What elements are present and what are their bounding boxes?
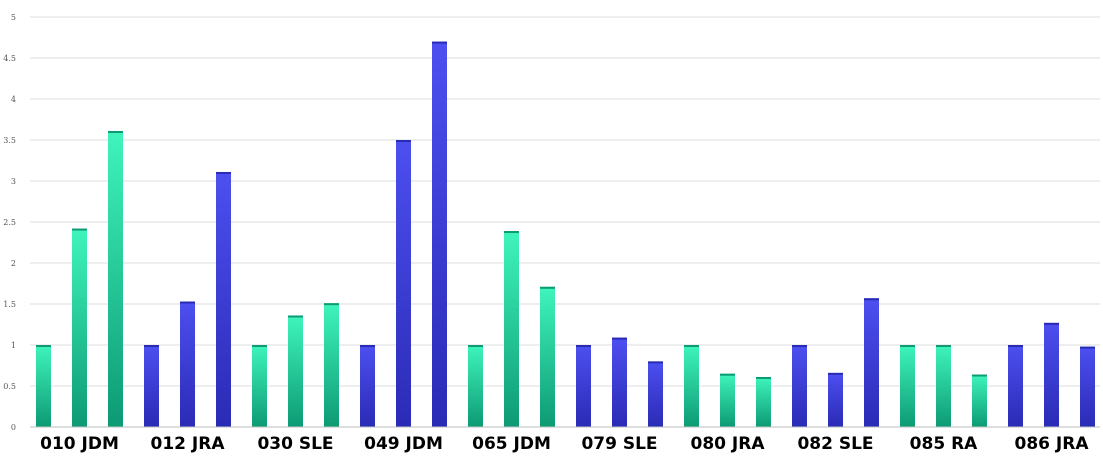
bar — [288, 315, 303, 427]
bar — [864, 298, 879, 427]
bar-cap — [504, 231, 519, 234]
bar — [792, 345, 807, 427]
bar — [324, 303, 339, 427]
x-tick-label: 012 JRA — [151, 434, 226, 454]
bar — [252, 345, 267, 427]
bar-cap — [144, 345, 159, 347]
bar-cap — [936, 345, 951, 347]
bar-cap — [72, 228, 87, 231]
bar-cap — [972, 374, 987, 377]
bar-cap — [540, 286, 555, 289]
bar-cap — [36, 345, 51, 347]
bar — [900, 345, 915, 427]
bar — [648, 361, 663, 427]
y-tick-label: 2.5 — [3, 218, 16, 227]
x-tick-label: 010 JDM — [40, 434, 119, 454]
bar — [144, 345, 159, 427]
bar-cap — [324, 303, 339, 306]
bar — [468, 345, 483, 427]
x-tick-label: 085 RA — [910, 434, 978, 454]
bar-cap — [612, 337, 627, 340]
bar — [576, 345, 591, 427]
bar — [936, 345, 951, 427]
bar-cap — [216, 171, 231, 174]
y-tick-label: 1 — [11, 341, 16, 350]
bar — [1044, 322, 1059, 427]
y-tick-label: 3 — [11, 177, 16, 186]
bar-cap — [396, 140, 411, 142]
bar — [108, 130, 123, 428]
y-tick-label: 0 — [11, 423, 16, 432]
x-tick-label: 079 SLE — [581, 434, 657, 454]
bar-cap — [792, 345, 807, 347]
x-tick-label: 065 JDM — [472, 434, 551, 454]
bar — [72, 228, 87, 427]
y-tick-label: 4.5 — [3, 54, 16, 63]
bar — [360, 345, 375, 427]
y-tick-label: 3.5 — [3, 136, 16, 145]
y-tick-label: 0.5 — [3, 382, 16, 391]
bar-cap — [1080, 346, 1095, 349]
bar — [36, 345, 51, 427]
bar-cap — [684, 345, 699, 347]
bar-cap — [432, 41, 447, 44]
bar-cap — [108, 130, 123, 133]
bar-cap — [756, 376, 771, 379]
bar — [1008, 345, 1023, 427]
x-axis-ticks: 010 JDM 012 JRA 030 SLE 049 JDM 065 JDM 079 S… — [40, 434, 1089, 454]
bar-cap — [288, 315, 303, 318]
bar — [180, 301, 195, 427]
bar-cap — [900, 345, 915, 347]
bar-cap — [468, 345, 483, 347]
x-tick-label: 080 JRA — [691, 434, 766, 454]
bar — [504, 231, 519, 427]
y-tick-label: 4 — [11, 95, 16, 104]
bar — [540, 286, 555, 427]
bar-cap — [1008, 345, 1023, 347]
bar-cap — [720, 373, 735, 376]
gridlines — [30, 16, 1100, 387]
bar-cap — [180, 301, 195, 304]
bar — [828, 372, 843, 427]
x-tick-label: 082 SLE — [797, 434, 873, 454]
bars — [36, 41, 1095, 428]
bar — [1080, 346, 1095, 427]
bar — [720, 373, 735, 427]
bar-cap — [828, 372, 843, 375]
y-tick-label: 2 — [11, 259, 16, 268]
bar-cap — [864, 298, 879, 301]
y-tick-label: 5 — [11, 13, 16, 22]
bar — [396, 140, 411, 427]
bar-cap — [576, 345, 591, 347]
x-tick-label: 086 JRA — [1015, 434, 1090, 454]
bar-cap — [360, 345, 375, 347]
bar — [216, 171, 231, 427]
bar — [612, 337, 627, 427]
y-axis-ticks: 0 0.5 1 1.5 2 2.5 3 3.5 4 4.5 5 — [3, 13, 16, 432]
bar — [972, 374, 987, 427]
x-tick-label: 049 JDM — [364, 434, 443, 454]
bar-cap — [1044, 322, 1059, 325]
x-tick-label: 030 SLE — [257, 434, 333, 454]
bar — [684, 345, 699, 427]
bar-cap — [252, 345, 267, 347]
bar-cap — [648, 361, 663, 364]
bar — [756, 376, 771, 427]
bar — [432, 41, 447, 427]
y-tick-label: 1.5 — [3, 300, 16, 309]
